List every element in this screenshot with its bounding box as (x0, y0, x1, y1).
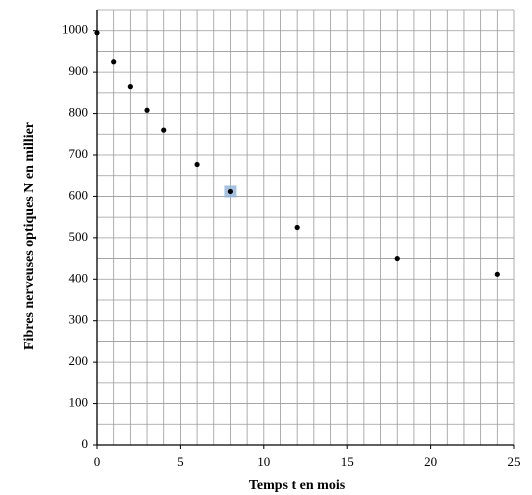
point (494, 271, 500, 277)
x-tick-label: 0 (94, 454, 101, 469)
y-tick-label: 900 (69, 63, 89, 78)
point (94, 30, 100, 36)
x-tick-label: 25 (508, 454, 521, 469)
point (111, 59, 117, 65)
x-axis-title: Temps t en mois (249, 478, 346, 493)
point (227, 188, 234, 195)
x-tick-label: 5 (177, 454, 184, 469)
y-tick-label: 300 (69, 312, 89, 327)
y-tick-label: 400 (69, 270, 89, 285)
y-axis-title: Fibres nerveuses optiques N en millier (22, 122, 37, 350)
y-tick-label: 0 (82, 436, 89, 451)
point (161, 127, 167, 133)
y-tick-label: 500 (69, 229, 89, 244)
x-tick-label: 15 (341, 454, 354, 469)
x-tick-label: 10 (257, 454, 270, 469)
y-tick-label: 800 (69, 105, 89, 120)
point (194, 161, 200, 168)
y-tick-label: 200 (69, 353, 89, 368)
point (127, 84, 133, 90)
point (144, 107, 150, 113)
point (294, 224, 300, 231)
point (394, 255, 400, 262)
y-tick-label: 600 (69, 187, 89, 202)
y-tick-label: 1000 (62, 22, 88, 37)
x-tick-label: 20 (424, 454, 437, 469)
y-tick-label: 700 (69, 146, 89, 161)
y-tick-label: 100 (69, 395, 89, 410)
